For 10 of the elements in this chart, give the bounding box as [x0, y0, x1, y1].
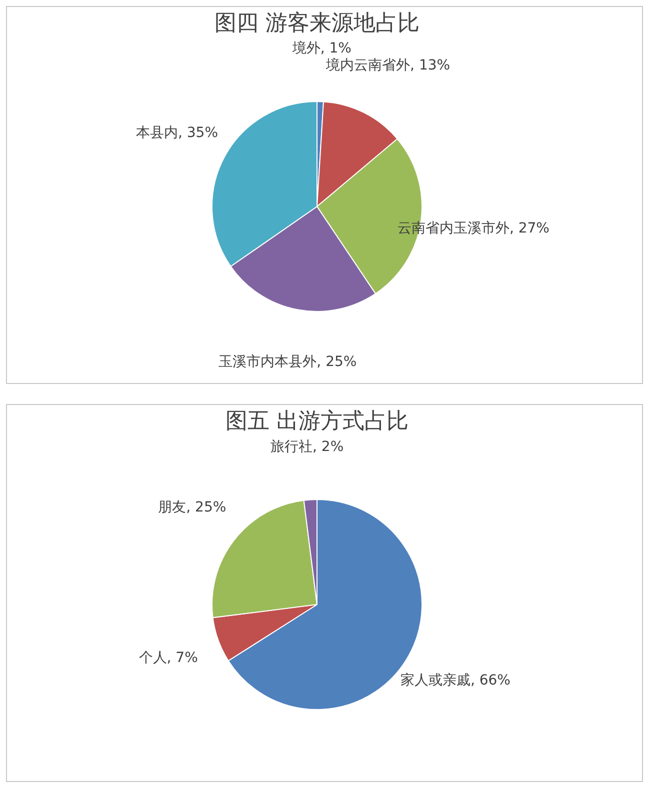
slice-label: 个人, 7% — [138, 650, 198, 666]
slice-label: 境内云南省外, 13% — [325, 57, 450, 74]
slice-label: 玉溪市内本县外, 25% — [218, 354, 357, 370]
slice-label: 境外, 1% — [291, 40, 352, 57]
slice-label: 朋友, 25% — [158, 500, 226, 516]
slice-label: 旅行社, 2% — [270, 438, 344, 455]
chart-title: 图四 游客来源地占比 — [214, 11, 420, 36]
chart-title: 图五 出游方式占比 — [226, 409, 408, 434]
slice-label: 家人或亲戚, 66% — [400, 672, 510, 689]
slice-label: 本县内, 35% — [136, 125, 218, 142]
